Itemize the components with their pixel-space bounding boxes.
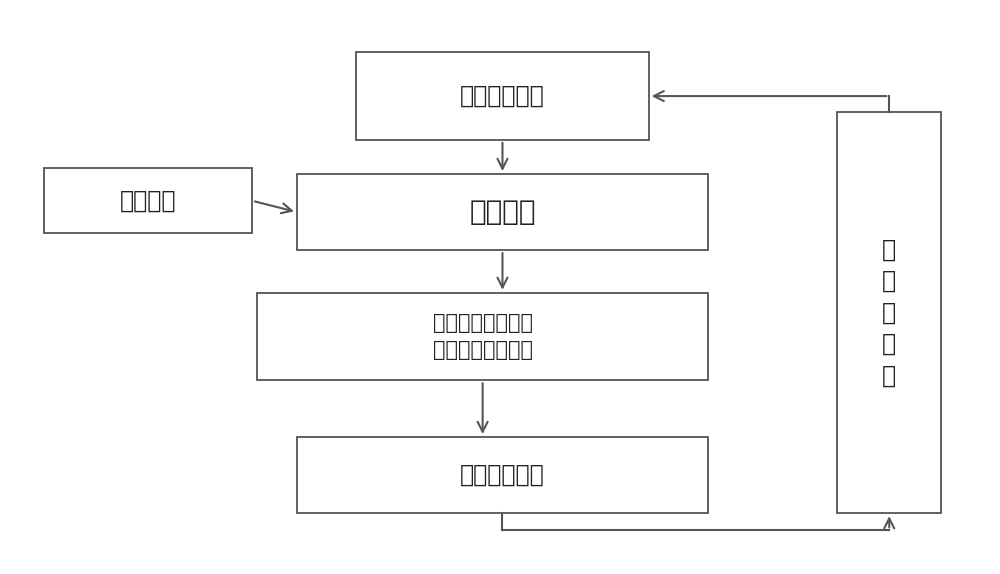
Text: 初始沉积地型: 初始沉积地型 xyxy=(460,84,545,108)
Text: 床底高程变化: 床底高程变化 xyxy=(460,463,545,487)
Bar xyxy=(297,437,708,513)
Bar xyxy=(356,52,649,140)
Text: 边界条件: 边界条件 xyxy=(120,189,176,213)
Bar xyxy=(44,168,252,233)
Bar xyxy=(297,174,708,250)
Text: 叠
加
到
地
形: 叠 加 到 地 形 xyxy=(882,237,896,387)
Text: 沉积物沉降与剥蚀
（不同粒径参数）: 沉积物沉降与剥蚀 （不同粒径参数） xyxy=(433,313,533,360)
Bar xyxy=(837,112,941,513)
Text: 流动方程: 流动方程 xyxy=(469,198,536,226)
Bar xyxy=(257,293,708,381)
